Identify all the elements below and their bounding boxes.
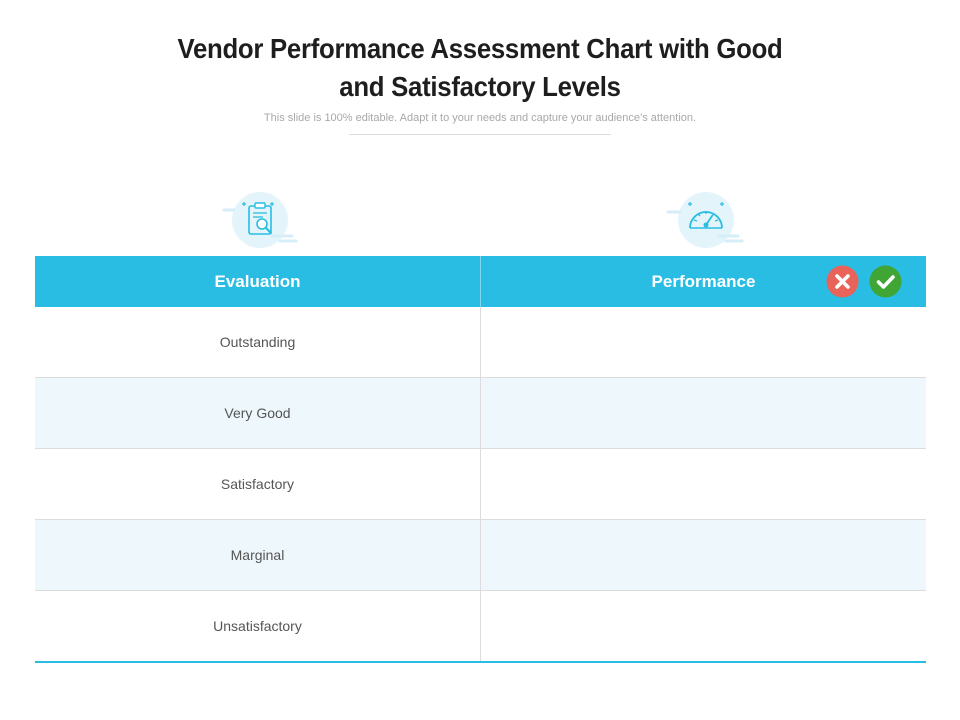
title-line-1: Vendor Performance Assessment Chart with… xyxy=(177,33,783,64)
performance-cell[interactable] xyxy=(480,449,926,519)
title-divider xyxy=(349,134,611,135)
table-row: Outstanding xyxy=(35,307,926,377)
table-bottom-border xyxy=(35,661,926,663)
evaluation-cell: Outstanding xyxy=(219,334,296,350)
header-evaluation: Evaluation xyxy=(214,271,301,291)
table-row: Unsatisfactory xyxy=(35,590,926,661)
header-performance: Performance xyxy=(651,271,756,291)
performance-cell[interactable] xyxy=(480,591,926,661)
subtitle: This slide is 100% editable. Adapt it to… xyxy=(263,112,697,124)
evaluation-cell: Very Good xyxy=(224,405,291,421)
table-row: Very Good xyxy=(35,377,926,448)
check-circle-icon xyxy=(869,265,902,298)
evaluation-cell: Marginal xyxy=(230,547,285,563)
performance-cell[interactable] xyxy=(480,307,926,377)
clipboard-search-icon xyxy=(214,190,304,254)
speedometer-icon xyxy=(660,190,750,254)
table-row: Satisfactory xyxy=(35,448,926,519)
performance-cell[interactable] xyxy=(480,520,926,590)
performance-cell[interactable] xyxy=(480,378,926,448)
evaluation-cell: Unsatisfactory xyxy=(213,618,302,634)
status-legend xyxy=(826,265,902,298)
page-title: Vendor Performance Assessment Chart with… xyxy=(38,30,921,106)
assessment-table: Evaluation Performance Outstanding Very … xyxy=(35,256,926,663)
cross-circle-icon xyxy=(826,265,859,298)
table-row: Marginal xyxy=(35,519,926,590)
table-header: Evaluation Performance xyxy=(35,256,926,307)
evaluation-cell: Satisfactory xyxy=(220,476,295,492)
title-line-2: and Satisfactory Levels xyxy=(339,71,621,102)
header-performance-cell: Performance xyxy=(480,256,926,307)
